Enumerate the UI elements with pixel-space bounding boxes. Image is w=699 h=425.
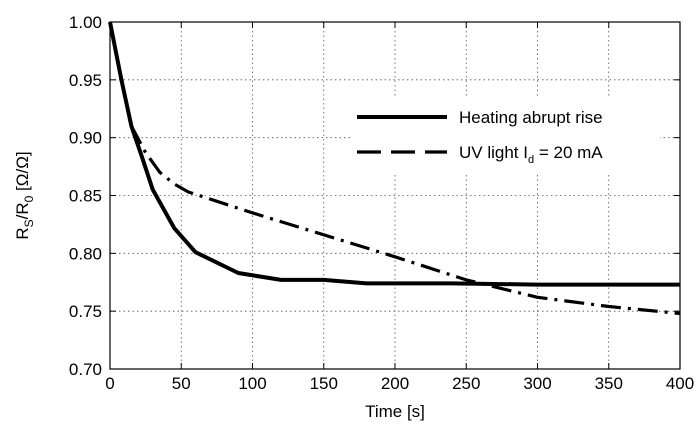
x-tick-label: 400 (666, 374, 694, 393)
y-tick-label: 0.95 (69, 71, 102, 90)
legend-background (350, 97, 660, 175)
x-tick-label: 0 (105, 374, 114, 393)
series-layer (108, 21, 681, 316)
legend-label-2: UV light Id = 20 mA (459, 143, 603, 166)
y-tick-label: 1.00 (69, 13, 102, 32)
x-tick-label: 50 (172, 374, 191, 393)
y-tick-label: 0.75 (69, 302, 102, 321)
x-axis-label: Time [s] (365, 402, 425, 421)
tick-labels: 0 50 100 150 200 250 300 350 400 0.70 0.75 0.80 0.85… (69, 13, 694, 393)
axis-ticks (109, 21, 681, 370)
y-axis-label: RS/R0 [Ω/Ω] (13, 151, 36, 239)
series-line-2 (129, 125, 681, 316)
legend: Heating abrupt rise UV light Id = 20 mA (350, 97, 660, 175)
y-tick-label: 0.80 (69, 244, 102, 263)
x-tick-label: 200 (381, 374, 409, 393)
x-tick-label: 100 (238, 374, 266, 393)
x-tick-label: 300 (523, 374, 551, 393)
x-tick-label: 250 (452, 374, 480, 393)
legend-label-1: Heating abrupt rise (459, 108, 603, 127)
y-tick-label: 0.90 (69, 129, 102, 148)
grid-lines (110, 22, 680, 369)
y-tick-label: 0.85 (69, 187, 102, 206)
y-tick-label: 0.70 (69, 360, 102, 379)
x-tick-label: 350 (595, 374, 623, 393)
x-tick-label: 150 (310, 374, 338, 393)
